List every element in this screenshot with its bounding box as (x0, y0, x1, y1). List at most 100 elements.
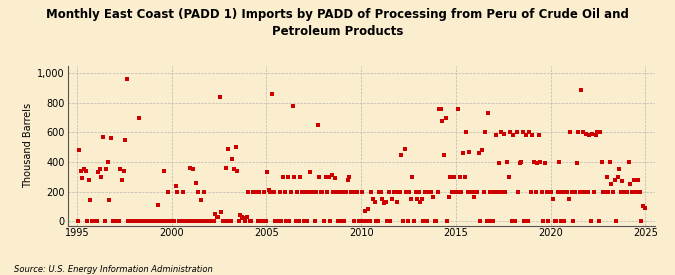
Point (421, 219, 432, 223)
Point (138, 219, 149, 223)
Point (396, 152, 406, 157)
Point (76, 169, 86, 173)
Point (262, 170, 273, 175)
Point (123, 219, 134, 223)
Point (102, 160, 113, 164)
Point (196, 198, 207, 203)
Point (473, 151, 484, 155)
Point (282, 175, 293, 179)
Point (412, 197, 423, 201)
Point (107, 219, 118, 223)
Point (275, 189, 286, 194)
Point (284, 219, 295, 223)
Point (222, 147, 233, 151)
Point (606, 182, 617, 186)
Point (437, 119, 448, 123)
Point (393, 189, 404, 194)
Point (399, 147, 410, 151)
Point (338, 189, 348, 194)
Point (363, 207, 374, 211)
Point (472, 189, 483, 194)
Point (254, 189, 265, 194)
Point (83, 178, 94, 182)
Point (487, 219, 498, 223)
Point (286, 189, 296, 194)
Point (592, 130, 603, 135)
Point (557, 189, 568, 194)
Point (251, 189, 262, 194)
Point (227, 157, 238, 161)
Point (489, 189, 500, 194)
Point (458, 151, 468, 155)
Point (358, 219, 369, 223)
Point (300, 189, 310, 194)
Point (590, 133, 601, 138)
Point (354, 219, 364, 223)
Point (516, 160, 526, 164)
Point (341, 189, 352, 194)
Point (611, 219, 622, 223)
Point (389, 189, 400, 194)
Point (604, 160, 615, 164)
Point (559, 219, 570, 223)
Point (632, 178, 643, 182)
Point (603, 189, 614, 194)
Point (295, 175, 306, 179)
Point (142, 219, 153, 223)
Point (456, 189, 466, 194)
Point (462, 189, 473, 194)
Point (134, 116, 144, 120)
Point (159, 169, 170, 173)
Point (276, 219, 287, 223)
Point (296, 189, 307, 194)
Point (224, 219, 235, 223)
Point (413, 189, 424, 194)
Point (574, 189, 585, 194)
Point (182, 219, 192, 223)
Point (386, 197, 397, 201)
Point (486, 219, 497, 223)
Point (162, 189, 173, 194)
Point (117, 178, 128, 182)
Point (401, 189, 412, 194)
Point (355, 219, 366, 223)
Point (404, 189, 414, 194)
Point (540, 161, 551, 166)
Point (202, 219, 213, 223)
Point (538, 219, 549, 223)
Point (194, 219, 205, 223)
Point (576, 87, 587, 92)
Point (137, 219, 148, 223)
Point (323, 175, 334, 179)
Point (91, 219, 102, 223)
Point (191, 180, 202, 185)
Point (595, 130, 605, 135)
Point (267, 92, 277, 96)
Point (380, 200, 391, 204)
Point (331, 189, 342, 194)
Point (597, 160, 608, 164)
Point (628, 178, 639, 182)
Point (113, 219, 124, 223)
Point (164, 219, 175, 223)
Point (118, 169, 129, 173)
Point (535, 160, 545, 164)
Point (464, 149, 475, 154)
Point (551, 219, 562, 223)
Point (366, 189, 377, 194)
Point (541, 189, 552, 194)
Point (547, 197, 558, 201)
Point (188, 167, 198, 172)
Point (99, 219, 110, 223)
Point (402, 219, 413, 223)
Point (356, 189, 367, 194)
Point (495, 130, 506, 135)
Point (110, 219, 121, 223)
Point (143, 219, 154, 223)
Point (186, 219, 197, 223)
Point (565, 130, 576, 135)
Point (348, 219, 359, 223)
Point (579, 189, 590, 194)
Point (520, 133, 531, 138)
Point (408, 219, 419, 223)
